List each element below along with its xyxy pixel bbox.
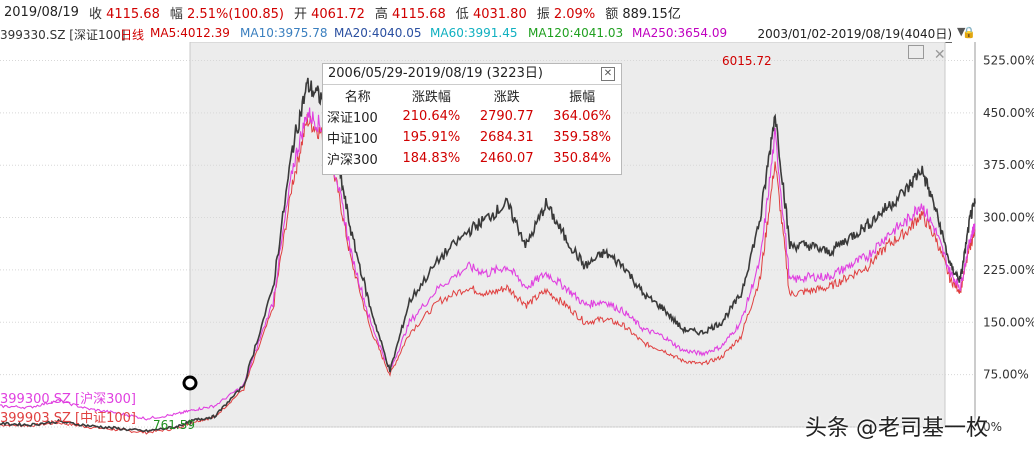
ma10-value: MA10:3975.78	[240, 26, 328, 40]
maximize-icon[interactable]	[908, 45, 924, 59]
row-change: 2460.07	[479, 151, 534, 166]
y-tick-label: 150.00%	[983, 315, 1034, 329]
ma20-value: MA20:4040.05	[334, 26, 422, 40]
column-header: 涨跌	[493, 90, 520, 105]
row-amplitude: 350.84%	[553, 151, 612, 166]
close-icon[interactable]: ✕	[933, 47, 946, 63]
series-label-hs300: 399300.SZ [沪深300]	[0, 392, 137, 407]
ma120-value: MA120:4041.03	[528, 26, 624, 40]
ma5-value: MA5:4012.39	[150, 26, 230, 40]
row-name: 深证100	[327, 111, 378, 126]
change-value: 2.51%(100.85)	[187, 6, 284, 22]
series-label-zz100: 399903.SZ [中证100]	[0, 411, 137, 426]
series-line-1	[0, 107, 976, 421]
quote-bar: 2019/08/19 收 4115.68 幅 2.51%(100.85) 开 4…	[0, 0, 1034, 24]
series-line-0	[0, 77, 976, 433]
y-tick-label: 375.00%	[983, 158, 1034, 172]
y-tick-label: 225.00%	[983, 263, 1034, 277]
row-change: 2684.31	[479, 130, 534, 145]
amplitude-value: 2.09%	[553, 6, 596, 22]
y-tick-label: 0%	[983, 420, 1002, 434]
row-amplitude: 364.06%	[553, 109, 612, 124]
amplitude-label: 振	[536, 6, 550, 22]
ma60-value: MA60:3991.45	[430, 26, 518, 40]
watermark: 头条 @老司基一枚	[805, 416, 988, 441]
y-tick-label: 525.00%	[983, 53, 1034, 67]
high-value: 4115.68	[392, 6, 446, 22]
table-row: 深证100 210.64% 2790.77 364.06%	[323, 106, 621, 127]
change-label: 幅	[169, 6, 183, 22]
row-name: 中证100	[327, 132, 378, 147]
window-controls: ✕	[908, 45, 946, 63]
row-pct-change: 195.91%	[402, 130, 461, 145]
y-tick-label: 300.00%	[983, 211, 1034, 225]
table-row: 沪深300 184.83% 2460.07 350.84%	[323, 148, 621, 169]
stats-title-text: 2006/05/29-2019/08/19 (3223日)	[328, 66, 543, 81]
dropdown-arrow-icon[interactable]: ▼	[957, 25, 966, 38]
y-tick-label: 450.00%	[983, 106, 1034, 120]
turnover-label: 额	[605, 6, 619, 22]
period-label[interactable]: 日线	[120, 28, 145, 42]
low-value: 4031.80	[472, 6, 527, 22]
column-header: 涨跌幅	[411, 90, 451, 105]
quote-date: 2019/08/19	[4, 4, 79, 20]
open-label: 开	[293, 6, 307, 22]
close-label: 收	[88, 6, 102, 22]
row-pct-change: 210.64%	[402, 109, 461, 124]
open-value: 4061.72	[311, 6, 365, 22]
turnover-value: 889.15亿	[622, 6, 681, 22]
y-tick-label: 75.00%	[983, 368, 1029, 382]
stats-title: 2006/05/29-2019/08/19 (3223日) ✕	[323, 64, 621, 85]
row-pct-change: 184.83%	[402, 151, 461, 166]
ma250-value: MA250:3654.09	[632, 26, 728, 40]
high-annotation: 6015.72	[722, 54, 772, 68]
security-code: 399330.SZ [深证100]	[0, 28, 126, 42]
ma-bar: 399330.SZ [深证100] 日线 MA5:4012.39 MA10:39…	[0, 24, 1034, 42]
column-header: 名称	[344, 90, 371, 105]
row-amplitude: 359.58%	[553, 130, 612, 145]
close-value: 4115.68	[106, 6, 160, 22]
range-start-handle[interactable]	[182, 375, 198, 391]
high-label: 高	[374, 6, 388, 22]
date-range-selector[interactable]: 2003/01/02-2019/08/19(4040日)	[757, 27, 952, 43]
series-line-2	[0, 113, 976, 435]
table-row: 中证100 195.91% 2684.31 359.58%	[323, 127, 621, 148]
column-header: 振幅	[569, 90, 596, 105]
row-change: 2790.77	[479, 109, 534, 124]
row-name: 沪深300	[327, 153, 378, 168]
close-icon[interactable]: ✕	[601, 67, 615, 81]
stats-table: 名称 涨跌幅 涨跌 振幅 深证100 210.64% 2790.77 364.0…	[323, 85, 621, 169]
low-annotation: 761.59	[153, 418, 195, 432]
lock-icon[interactable]: 🔒	[962, 26, 976, 39]
low-label: 低	[455, 6, 469, 22]
interval-stats-panel: 2006/05/29-2019/08/19 (3223日) ✕ 名称 涨跌幅 涨…	[322, 63, 622, 175]
